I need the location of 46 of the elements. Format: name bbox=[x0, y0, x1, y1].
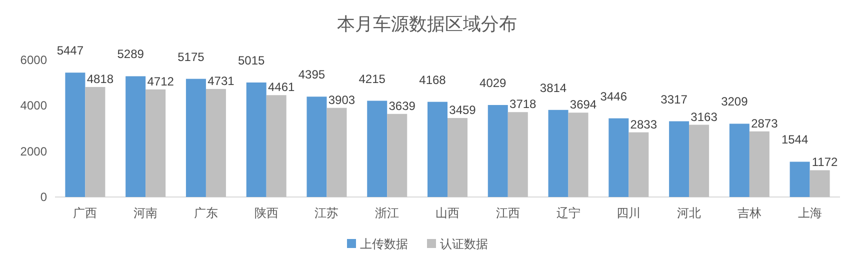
data-label: 4029 bbox=[480, 76, 506, 90]
data-label: 3317 bbox=[660, 92, 688, 106]
xtick: 四川 bbox=[616, 206, 641, 220]
data-label: 5015 bbox=[238, 54, 265, 68]
xtick: 上海 bbox=[798, 206, 822, 220]
data-label: 2833 bbox=[630, 117, 657, 132]
legend-label: 上传数据 bbox=[360, 237, 408, 251]
xtick: 吉林 bbox=[737, 206, 762, 220]
legend-label: 认证数据 bbox=[440, 237, 488, 251]
ytick: 6000 bbox=[20, 53, 47, 67]
data-label: 4818 bbox=[86, 72, 114, 86]
data-label: 3209 bbox=[721, 94, 748, 109]
data-label: 4461 bbox=[268, 80, 295, 94]
data-label: 3718 bbox=[510, 97, 536, 112]
ytick: 4000 bbox=[20, 98, 47, 113]
xtick: 广东 bbox=[194, 206, 218, 220]
data-label: 5447 bbox=[56, 44, 84, 58]
data-label: 3639 bbox=[388, 98, 416, 113]
xtick: 江苏 bbox=[314, 206, 339, 220]
xtick: 山西 bbox=[436, 206, 460, 220]
ytick: 0 bbox=[40, 190, 47, 204]
data-label: 5175 bbox=[178, 50, 204, 64]
data-label: 1544 bbox=[781, 132, 808, 147]
data-label: 2873 bbox=[751, 116, 778, 130]
xtick: 广西 bbox=[73, 206, 98, 220]
data-label: 4712 bbox=[147, 74, 174, 88]
xtick: 辽宁 bbox=[556, 206, 580, 220]
xtick: 河南 bbox=[134, 206, 158, 220]
data-label: 4395 bbox=[298, 68, 326, 82]
xtick: 陕西 bbox=[254, 206, 278, 220]
data-label: 3814 bbox=[540, 80, 567, 95]
data-label: 1172 bbox=[812, 155, 838, 170]
data-label: 4731 bbox=[208, 74, 234, 88]
title: 本月车源数据区域分布 bbox=[337, 14, 517, 34]
data-label: 3446 bbox=[600, 89, 627, 104]
xtick: 河北 bbox=[677, 206, 702, 220]
data-label: 5289 bbox=[117, 47, 144, 62]
data-label: 4168 bbox=[419, 72, 446, 87]
xtick: 江西 bbox=[496, 206, 520, 220]
data-label: 3163 bbox=[690, 110, 718, 124]
data-label: 3903 bbox=[328, 92, 356, 107]
data-label: 3459 bbox=[449, 103, 476, 118]
ytick: 2000 bbox=[20, 144, 47, 158]
xtick: 浙江 bbox=[375, 206, 400, 220]
data-label: 3694 bbox=[570, 98, 597, 112]
data-label: 4215 bbox=[358, 72, 386, 86]
